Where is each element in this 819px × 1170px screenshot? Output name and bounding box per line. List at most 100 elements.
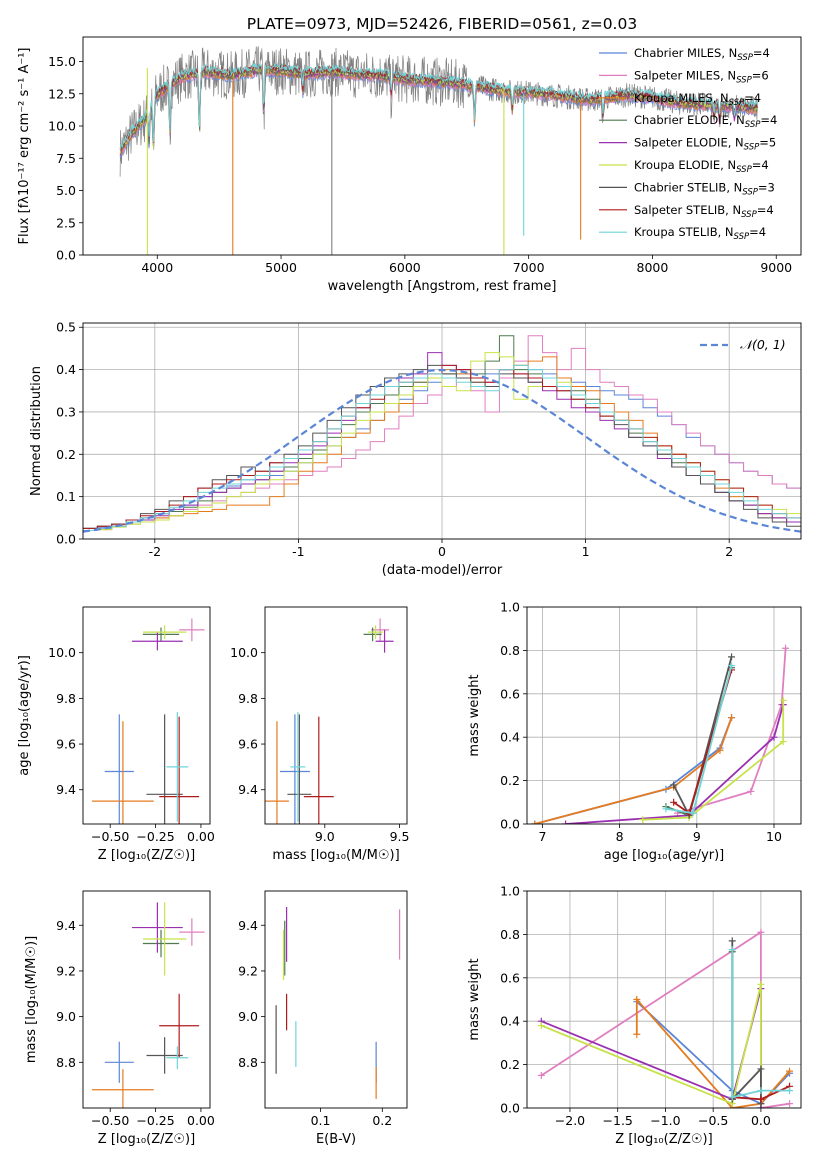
data-point-marker — [728, 662, 736, 670]
x-tick-label: 10 — [766, 829, 782, 844]
plot-area-mass_weight_vs_Z — [527, 891, 801, 1108]
data-point-marker — [786, 1087, 794, 1095]
data-point-marker — [531, 820, 539, 824]
y-tick-label: 0.3 — [56, 404, 76, 419]
y-tick-label: 0.8 — [500, 927, 520, 942]
x-axis-label: wavelength [Angstrom, rest frame] — [328, 279, 557, 294]
axes-frame — [526, 606, 802, 825]
y-axis-label: Normed distribution — [29, 366, 44, 496]
y-axis-label: Flux [fλ10⁻¹⁷ erg cm⁻² s⁻¹ A⁻¹] — [17, 48, 32, 245]
x-tick-label: -2 — [149, 544, 161, 559]
x-tick-label: 9 — [693, 829, 701, 844]
y-tick-label: 0.6 — [500, 970, 520, 985]
y-tick-label: 1.0 — [500, 600, 520, 615]
x-tick-label: 7000 — [513, 260, 545, 275]
data-point-marker — [670, 781, 678, 789]
spectrum-title: PLATE=0973, MJD=52426, FIBERID=0561, z=0… — [247, 15, 637, 33]
y-tick-label: 0.2 — [500, 1057, 520, 1072]
legend-label: Salpeter STELIB, NSSP=4 — [634, 203, 774, 220]
data-point-marker — [728, 714, 736, 722]
data-point-marker — [782, 644, 790, 652]
plot-area-age_vs_Z — [92, 618, 205, 824]
y-tick-label: 0.0 — [500, 817, 520, 832]
data-point-marker — [728, 946, 736, 954]
mass-weight-line — [642, 700, 785, 821]
x-tick-label: 8 — [616, 829, 624, 844]
y-tick-label: 0.4 — [500, 730, 520, 745]
data-point-marker — [562, 820, 570, 824]
x-tick-label: 8000 — [637, 260, 669, 275]
y-tick-label: 8.8 — [56, 1055, 76, 1070]
x-tick-label: 4000 — [141, 260, 173, 275]
data-point-marker — [716, 746, 724, 754]
data-point-marker — [779, 738, 787, 746]
data-point-marker — [728, 1093, 736, 1101]
legend-label: Chabrier MILES, NSSP=4 — [634, 46, 770, 63]
x-axis-label: (data-model)/error — [382, 563, 503, 578]
histogram-step — [83, 364, 801, 532]
y-tick-label: 0.2 — [500, 773, 520, 788]
data-point-marker — [747, 787, 755, 795]
x-tick-label: 2 — [725, 544, 733, 559]
data-point-marker — [757, 980, 765, 988]
mass-weight-line — [565, 704, 785, 824]
x-tick-label: 9.5 — [390, 829, 410, 844]
y-tick-label: 10.0 — [48, 119, 76, 134]
x-axis-label: mass [log₁₀(M/M☉)] — [272, 848, 399, 863]
histogram-step — [83, 364, 801, 529]
y-tick-label: 9.4 — [238, 782, 258, 797]
y-tick-label: 7.5 — [56, 151, 76, 166]
plot-area-age_vs_mass — [265, 618, 394, 824]
axes-frame — [264, 890, 408, 1109]
y-tick-label: 10.0 — [48, 645, 76, 660]
x-tick-label: −1.0 — [650, 1113, 680, 1128]
x-tick-label: 5000 — [265, 260, 297, 275]
data-point-marker — [633, 1030, 641, 1038]
plot-area-residuals — [83, 323, 801, 539]
x-tick-label: 7 — [538, 829, 546, 844]
y-tick-label: 2.5 — [56, 215, 76, 230]
plot-area-mass_vs_ebv — [275, 906, 401, 1099]
axes-mass_vs_Z: −0.50 −0.25 0.00 8.8 9.0 9.2 9.4 Z [log₁₀(Z/Z☉)… — [24, 890, 215, 1147]
mass-weight-line — [635, 997, 791, 1108]
legend-label: Kroupa STELIB, NSSP=4 — [634, 225, 766, 242]
plot-area-mass_vs_Z — [92, 902, 205, 1108]
x-tick-label: 0.00 — [187, 1113, 215, 1128]
x-tick-label: 0 — [438, 544, 446, 559]
y-axis-label: mass weight — [467, 958, 482, 1040]
y-tick-label: 9.2 — [238, 963, 258, 978]
y-axis-label: mass weight — [467, 674, 482, 756]
x-tick-label: −2.0 — [555, 1113, 585, 1128]
y-tick-label: 0.0 — [500, 1101, 520, 1116]
mass-weight-line — [540, 984, 762, 1105]
y-tick-label: 8.8 — [238, 1055, 258, 1070]
normal-reference-curve — [83, 368, 801, 533]
data-point-marker — [779, 696, 787, 704]
histogram-step — [83, 335, 801, 529]
y-tick-label: 9.8 — [238, 691, 258, 706]
axes-frame — [526, 890, 802, 1109]
y-tick-label: 0.0 — [56, 248, 76, 263]
histogram-step — [83, 364, 801, 529]
axes-age_vs_mass: 9.0 9.5 9.4 9.6 9.8 10.0 mass [log₁₀(M/M☉)] — [230, 606, 410, 863]
plot-area-spectrum — [119, 45, 758, 255]
data-point-marker — [537, 1022, 545, 1030]
y-axis-label: mass [log₁₀(M/M☉)] — [24, 936, 39, 1063]
y-tick-label: 1.0 — [500, 884, 520, 899]
mass-weight-line — [672, 656, 733, 818]
axes-frame — [264, 606, 408, 825]
mass-weight-line — [540, 988, 762, 1108]
mass-weight-line — [534, 717, 733, 824]
x-tick-label: 1 — [582, 544, 590, 559]
x-tick-label: 9000 — [760, 260, 792, 275]
histogram-step — [83, 356, 801, 532]
model-spectrum-line — [119, 68, 758, 156]
x-tick-label: -1 — [292, 544, 304, 559]
y-tick-label: 0.0 — [56, 532, 76, 547]
data-point-marker — [757, 1095, 765, 1103]
data-point-marker — [639, 816, 647, 824]
y-tick-label: 9.6 — [238, 737, 258, 752]
x-tick-label: −0.5 — [698, 1113, 728, 1128]
y-tick-label: 0.4 — [500, 1014, 520, 1029]
